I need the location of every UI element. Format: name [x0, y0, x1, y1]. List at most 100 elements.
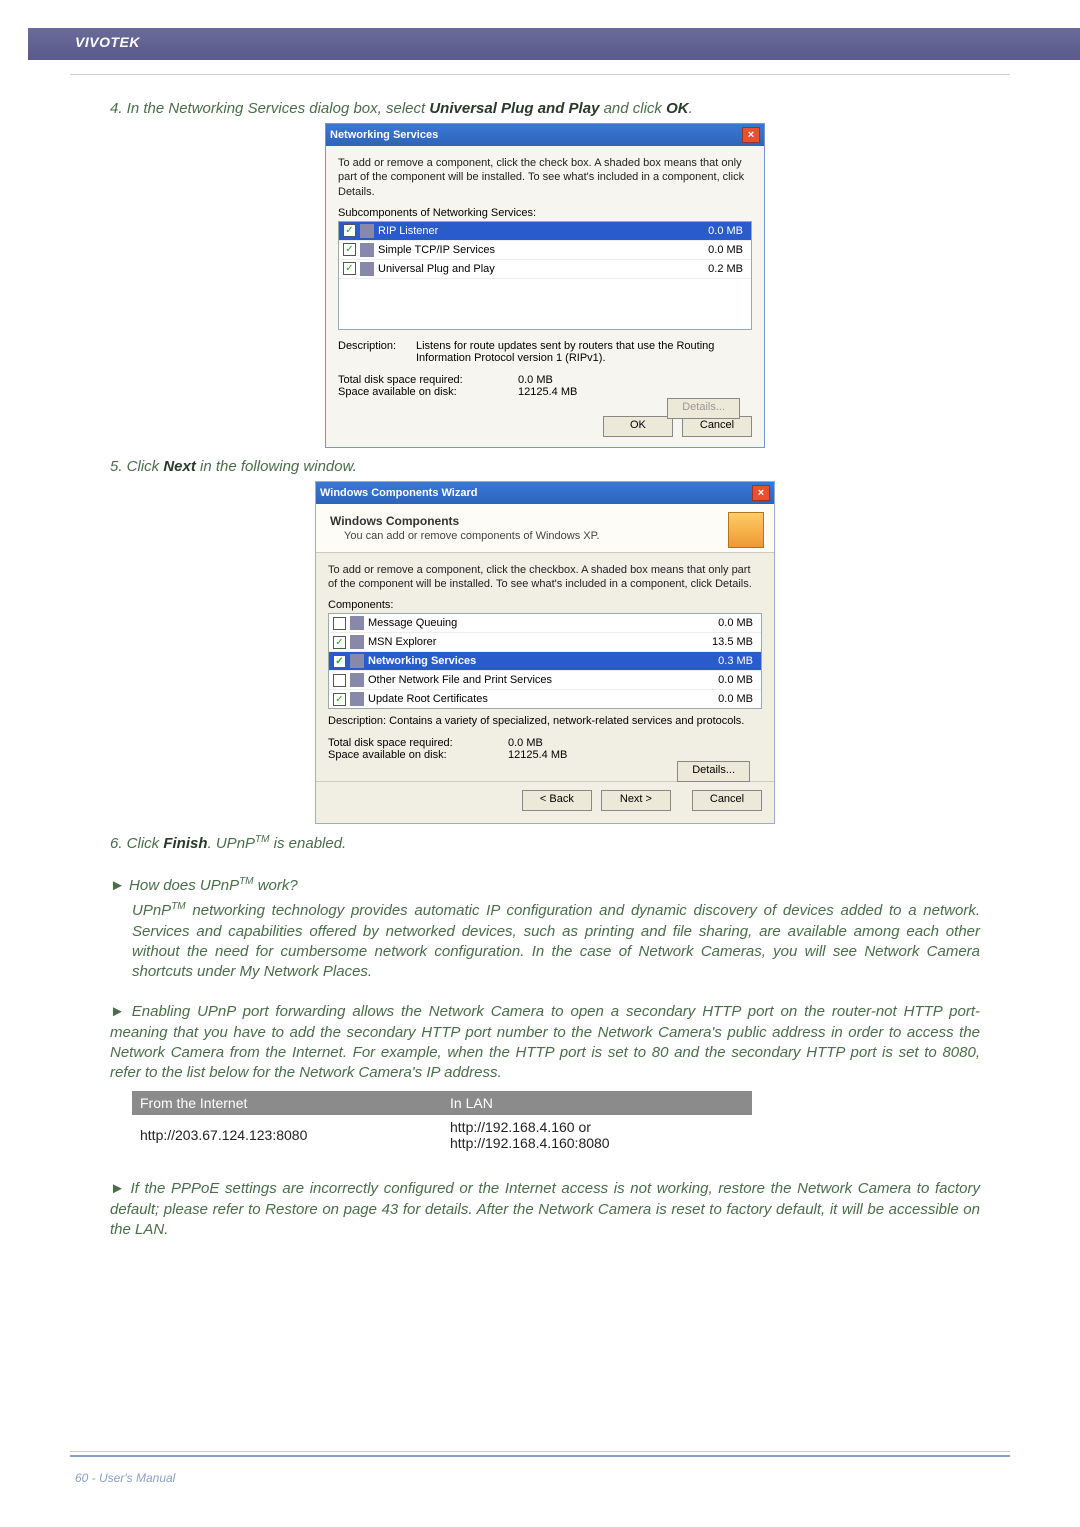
- list-item-name: Message Queuing: [368, 617, 697, 629]
- upnp-paragraph: UPnPTM networking technology provides au…: [132, 900, 980, 982]
- list-item[interactable]: Other Network File and Print Services 0.…: [329, 671, 761, 690]
- checkbox-icon[interactable]: ✓: [333, 693, 346, 706]
- list-item[interactable]: ✓ Universal Plug and Play 0.2 MB: [339, 260, 751, 279]
- checkbox-icon[interactable]: [333, 617, 346, 630]
- list-item-size: 0.2 MB: [687, 263, 747, 275]
- step6-bold: Finish: [163, 835, 207, 852]
- windows-components-wizard-dialog: Windows Components Wizard × Windows Comp…: [315, 481, 775, 825]
- avail-disk-value: 12125.4 MB: [518, 386, 577, 398]
- list-item-size: 0.3 MB: [697, 655, 757, 667]
- step5-text: 5. Click Next in the following window.: [110, 458, 980, 475]
- subcomponents-listbox: ✓ RIP Listener 0.0 MB ✓ Simple TCP/IP Se…: [338, 221, 752, 330]
- wizard-heading: Windows Components: [330, 514, 760, 528]
- list-item[interactable]: Message Queuing 0.0 MB: [329, 614, 761, 633]
- list-item-name: MSN Explorer: [368, 636, 697, 648]
- list-item-name: RIP Listener: [378, 225, 687, 237]
- back-button[interactable]: < Back: [522, 790, 592, 811]
- step4-bold1: Universal Plug and Play: [429, 100, 599, 117]
- component-icon: [350, 654, 364, 668]
- list-item-size: 0.0 MB: [687, 225, 747, 237]
- brand-text: VIVOTEK: [75, 34, 140, 50]
- components-label: Components:: [328, 599, 762, 611]
- dialog2-description: Description: Contains a variety of speci…: [328, 715, 762, 727]
- arrow-prefix: ► How does UPnP: [110, 877, 239, 894]
- checkbox-icon[interactable]: ✓: [343, 262, 356, 275]
- step6-suffix: . UPnP: [208, 835, 256, 852]
- ok-button[interactable]: OK: [603, 416, 673, 437]
- description-text: Listens for route updates sent by router…: [416, 340, 752, 364]
- close-icon[interactable]: ×: [752, 485, 770, 501]
- checkbox-icon[interactable]: [333, 674, 346, 687]
- table-cell-lan: http://192.168.4.160 or http://192.168.4…: [442, 1115, 752, 1155]
- upnp-prefix: UPnP: [132, 902, 171, 919]
- wizard-icon: [728, 512, 764, 548]
- q-suffix: work?: [254, 877, 298, 894]
- list-item[interactable]: ✓ Simple TCP/IP Services 0.0 MB: [339, 241, 751, 260]
- step5-bold: Next: [163, 458, 196, 475]
- component-icon: [350, 692, 364, 706]
- footer-divider: [70, 1451, 1010, 1457]
- close-icon[interactable]: ×: [742, 127, 760, 143]
- step5-prefix: 5. Click: [110, 458, 163, 475]
- cancel-button[interactable]: Cancel: [682, 416, 752, 437]
- details-button[interactable]: Details...: [667, 398, 740, 419]
- list-item-size: 0.0 MB: [697, 674, 757, 686]
- total-disk-label: Total disk space required:: [338, 374, 518, 386]
- upnp-tm: TM: [171, 901, 185, 912]
- list-item[interactable]: ✓ Update Root Certificates 0.0 MB: [329, 690, 761, 708]
- description-label: Description:: [338, 340, 416, 364]
- dialog1-intro: To add or remove a component, click the …: [338, 156, 752, 199]
- cancel-button[interactable]: Cancel: [692, 790, 762, 811]
- table-header-lan: In LAN: [442, 1091, 752, 1115]
- list-item-name: Simple TCP/IP Services: [378, 244, 687, 256]
- list-item-size: 0.0 MB: [697, 617, 757, 629]
- step4-mid: and click: [599, 100, 666, 117]
- step6-prefix: 6. Click: [110, 835, 163, 852]
- dialog1-title-text: Networking Services: [330, 129, 438, 141]
- wizard-header: Windows Components You can add or remove…: [316, 504, 774, 553]
- list-item[interactable]: ✓ Networking Services 0.3 MB: [329, 652, 761, 671]
- details-button[interactable]: Details...: [677, 761, 750, 782]
- component-icon: [350, 616, 364, 630]
- list-item-name: Networking Services: [368, 655, 697, 667]
- checkbox-icon[interactable]: ✓: [343, 224, 356, 237]
- checkbox-icon[interactable]: ✓: [333, 655, 346, 668]
- step6-text: 6. Click Finish. UPnPTM is enabled.: [110, 834, 980, 852]
- avail-disk-value: 12125.4 MB: [508, 749, 567, 761]
- avail-disk-label: Space available on disk:: [338, 386, 518, 398]
- component-icon: [360, 262, 374, 276]
- lan-url-1: http://192.168.4.160 or: [450, 1119, 744, 1135]
- networking-services-dialog: Networking Services × To add or remove a…: [325, 123, 765, 448]
- list-item-name: Universal Plug and Play: [378, 263, 687, 275]
- checkbox-icon[interactable]: ✓: [333, 636, 346, 649]
- dialog2-title-text: Windows Components Wizard: [320, 487, 477, 499]
- listbox-empty-space: [339, 279, 751, 329]
- dialog1-titlebar: Networking Services ×: [326, 124, 764, 146]
- upnp-body: networking technology provides automatic…: [132, 902, 980, 980]
- step4-prefix: 4. In the Networking Services dialog box…: [110, 100, 429, 117]
- pppoe-paragraph: ► If the PPPoE settings are incorrectly …: [110, 1179, 980, 1240]
- total-disk-value: 0.0 MB: [508, 737, 543, 749]
- list-item[interactable]: ✓ RIP Listener 0.0 MB: [339, 222, 751, 241]
- list-item[interactable]: ✓ MSN Explorer 13.5 MB: [329, 633, 761, 652]
- subcomponents-label: Subcomponents of Networking Services:: [338, 207, 752, 219]
- list-item-name: Update Root Certificates: [368, 693, 697, 705]
- list-item-name: Other Network File and Print Services: [368, 674, 697, 686]
- table-header-internet: From the Internet: [132, 1091, 442, 1115]
- step5-suffix: in the following window.: [196, 458, 357, 475]
- dialog2-intro: To add or remove a component, click the …: [328, 563, 762, 592]
- how-does-upnp-question: ► How does UPnPTM work?: [110, 876, 980, 894]
- next-button[interactable]: Next >: [601, 790, 671, 811]
- step4-suffix: .: [689, 100, 693, 117]
- dialog2-titlebar: Windows Components Wizard ×: [316, 482, 774, 504]
- avail-disk-label: Space available on disk:: [328, 749, 508, 761]
- component-icon: [360, 224, 374, 238]
- step4-bold2: OK: [666, 100, 689, 117]
- step4-text: 4. In the Networking Services dialog box…: [110, 100, 980, 117]
- list-item-size: 13.5 MB: [697, 636, 757, 648]
- table-cell-internet: http://203.67.124.123:8080: [132, 1115, 442, 1155]
- tm-sup: TM: [239, 876, 253, 887]
- checkbox-icon[interactable]: ✓: [343, 243, 356, 256]
- footer-text: 60 - User's Manual: [75, 1471, 175, 1485]
- list-item-size: 0.0 MB: [697, 693, 757, 705]
